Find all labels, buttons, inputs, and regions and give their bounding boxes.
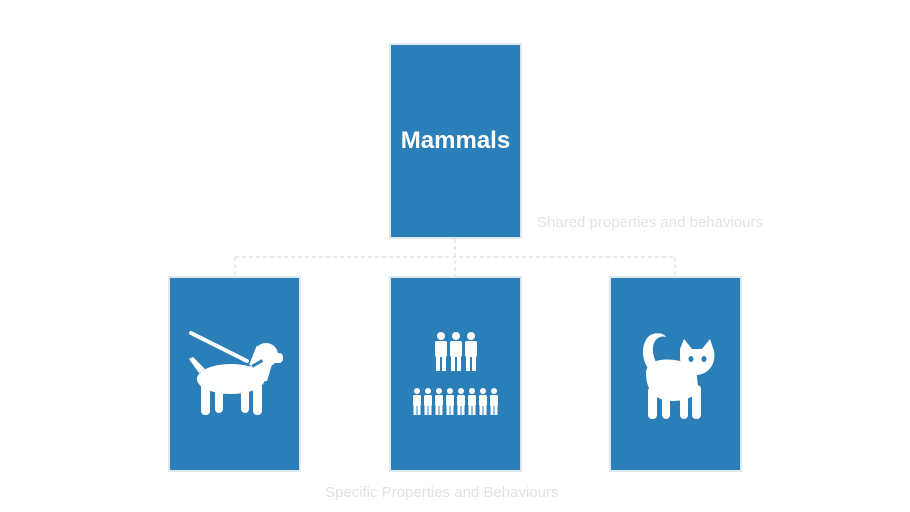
- cat-icon: [642, 333, 714, 419]
- shared-properties-caption: Shared properties and behaviours: [537, 214, 763, 231]
- specific-properties-caption: Specific Properties and Behaviours: [325, 484, 559, 501]
- mammals-card: Mammals: [389, 43, 522, 239]
- people-group-icon: [412, 332, 498, 415]
- dog-on-leash-icon: [188, 331, 283, 415]
- mammals-title: Mammals: [400, 127, 511, 154]
- cat-card: [609, 276, 742, 472]
- people-card: [389, 276, 522, 472]
- dog-card: [168, 276, 301, 472]
